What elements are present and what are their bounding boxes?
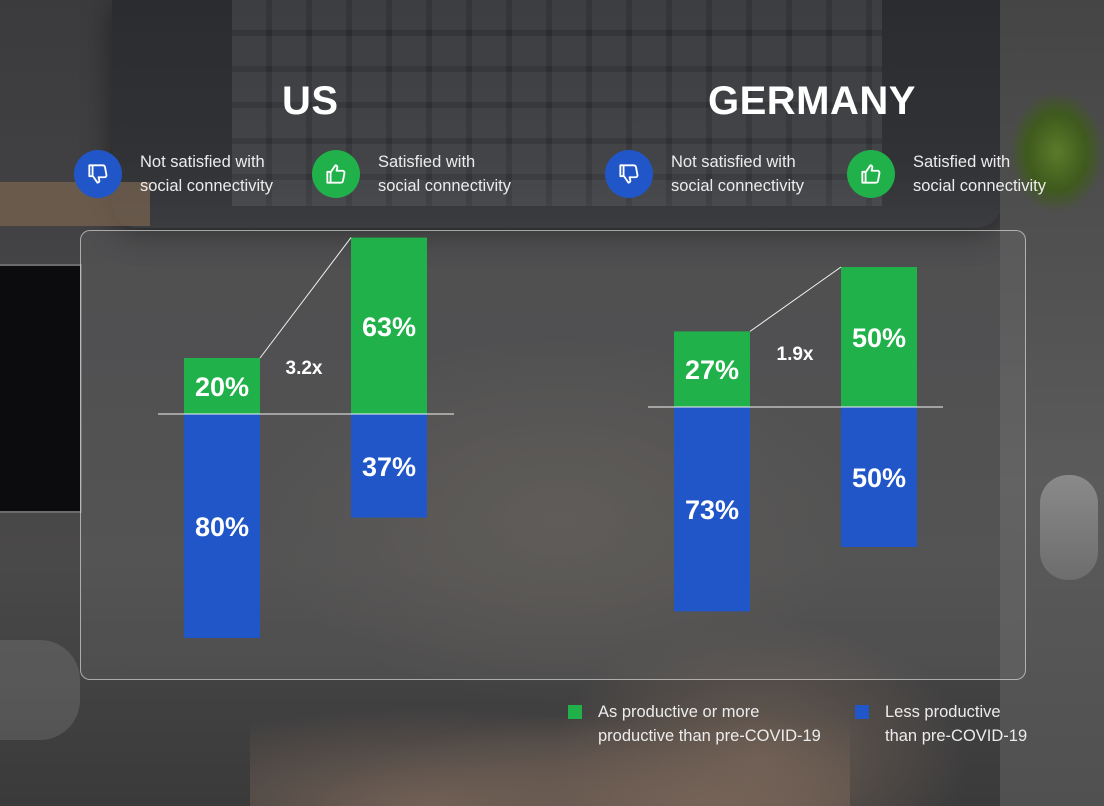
legend-satisfied-line2: social connectivity [913, 177, 1046, 195]
background-plant [1010, 92, 1104, 212]
legend-satisfied-line2: social connectivity [378, 177, 511, 195]
germany-legend-not-satisfied: Not satisfied with social connectivity [605, 150, 841, 198]
legend-not-satisfied-line1: Not satisfied with [671, 153, 796, 171]
background-tablet [0, 264, 82, 513]
germany-bar-productive-0 [674, 331, 750, 407]
germany-bar-productive-1 [841, 267, 917, 407]
background-hands [250, 690, 850, 806]
us-legend-satisfied: Satisfied with social connectivity [312, 150, 548, 198]
us-ratio-label: 3.2x [286, 358, 323, 379]
legend-productive-line1: As productive or more [598, 703, 760, 721]
us-legend-not-satisfied: Not satisfied with social connectivity [74, 150, 310, 198]
us-label-less-productive-1: 37% [362, 452, 416, 482]
us-bar-less-productive-1 [351, 414, 427, 518]
us-bar-productive-1 [351, 237, 427, 414]
germany-bar-less-productive-0 [674, 407, 750, 612]
background-notepad [0, 182, 150, 226]
legend-less-productive: Less productive than pre-COVID-19 [855, 700, 1027, 748]
legend-less-productive-line1: Less productive [885, 703, 1001, 721]
background-mouse [1040, 475, 1098, 580]
germany-bar-less-productive-1 [841, 407, 917, 547]
us-title: US [282, 79, 339, 123]
legend-satisfied-line1: Satisfied with [913, 153, 1011, 171]
legend-not-satisfied-line2: social connectivity [140, 177, 273, 195]
us-bar-productive-0 [184, 358, 260, 414]
legend-productive-line2: productive than pre-COVID-19 [598, 727, 821, 745]
germany-label-productive-1: 50% [852, 323, 906, 353]
us-bar-less-productive-0 [184, 414, 260, 638]
germany-ratio-label: 1.9x [777, 344, 814, 365]
thumbs-down-icon [74, 150, 122, 198]
us-label-productive-0: 20% [195, 372, 249, 402]
legend-not-satisfied-line2: social connectivity [671, 177, 804, 195]
germany-label-less-productive-0: 73% [685, 495, 739, 525]
us-label-productive-1: 63% [362, 312, 416, 342]
thumbs-up-icon [312, 150, 360, 198]
background-glass [0, 640, 80, 740]
legend-productive: As productive or more productive than pr… [568, 700, 821, 748]
legend-less-productive-line2: than pre-COVID-19 [885, 727, 1028, 745]
germany-ratio-connector [749, 266, 842, 332]
thumbs-down-icon [605, 150, 653, 198]
germany-title: GERMANY [708, 79, 916, 123]
green-swatch [568, 705, 582, 719]
germany-label-productive-0: 27% [685, 355, 739, 385]
us-label-less-productive-0: 80% [195, 512, 249, 542]
germany-label-less-productive-1: 50% [852, 463, 906, 493]
legend-satisfied-line1: Satisfied with [378, 153, 476, 171]
blue-swatch [855, 705, 869, 719]
legend-not-satisfied-line1: Not satisfied with [140, 153, 265, 171]
thumbs-up-icon [847, 150, 895, 198]
germany-legend-satisfied: Satisfied with social connectivity [847, 150, 1083, 198]
us-ratio-connector [259, 237, 352, 359]
